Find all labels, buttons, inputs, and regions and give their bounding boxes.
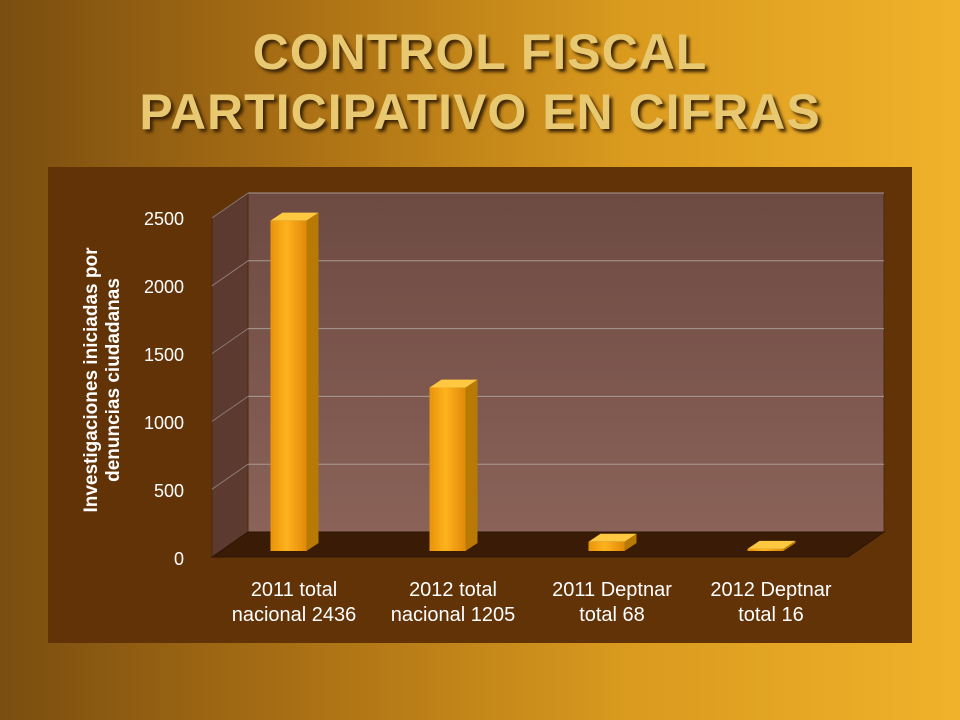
gridline-side — [211, 328, 249, 355]
bar-side — [465, 379, 478, 551]
x-tick-label: 2012 total nacional 1205 — [373, 578, 533, 628]
gridline-side — [211, 395, 249, 422]
bar — [588, 541, 625, 551]
bar-side — [783, 540, 796, 551]
x-tick-label-line: total 16 — [738, 604, 804, 626]
y-axis-label: Investigaciones iniciadas por denuncias … — [81, 200, 125, 560]
gridline-side — [211, 463, 249, 490]
x-tick-label-line: total 68 — [579, 604, 645, 626]
bar-side — [624, 533, 637, 551]
y-axis-label-line-2: denuncias ciudadanas — [103, 278, 124, 482]
y-tick-label: 0 — [173, 549, 184, 569]
bar-top — [588, 533, 637, 542]
x-tick-label-line: 2012 total — [409, 579, 497, 601]
y-axis-label-line-1: Investigaciones iniciadas por — [81, 247, 102, 513]
bar — [747, 548, 784, 551]
floor — [210, 531, 886, 558]
x-tick-label-line: 2011 Deptnar — [552, 579, 672, 601]
x-tick-label-line: 2011 total — [250, 579, 338, 601]
bar — [429, 387, 466, 551]
x-tick-label-line: nacional 1205 — [390, 604, 516, 626]
gridline-side — [211, 192, 249, 219]
bar-top — [747, 540, 796, 549]
bar-top — [270, 212, 319, 221]
bar-top — [429, 379, 478, 388]
bar — [270, 220, 307, 551]
y-tick-label: 1500 — [143, 345, 184, 365]
x-tick-label: 2011 total nacional 2436 — [214, 578, 374, 628]
back-wall — [247, 192, 885, 533]
slide-title: CONTROL FISCAL PARTICIPATIVO EN CIFRAS — [0, 22, 960, 142]
side-wall — [211, 192, 249, 558]
bar-side — [306, 212, 319, 551]
x-tick-label-line: nacional 2436 — [231, 604, 357, 626]
x-tick-label-line: 2012 Deptnar — [710, 579, 832, 601]
x-tick-label: 2012 Deptnar total 16 — [691, 578, 851, 628]
y-tick-label: 2500 — [143, 209, 184, 229]
title-line-1: CONTROL FISCAL — [252, 24, 708, 80]
title-line-2: PARTICIPATIVO EN CIFRAS — [139, 84, 821, 140]
y-tick-label: 2000 — [143, 277, 184, 297]
x-tick-label: 2011 Deptnar total 68 — [532, 578, 692, 628]
y-tick-label: 500 — [153, 481, 184, 501]
gridline-side — [211, 260, 249, 287]
y-tick-label: 1000 — [143, 413, 184, 433]
